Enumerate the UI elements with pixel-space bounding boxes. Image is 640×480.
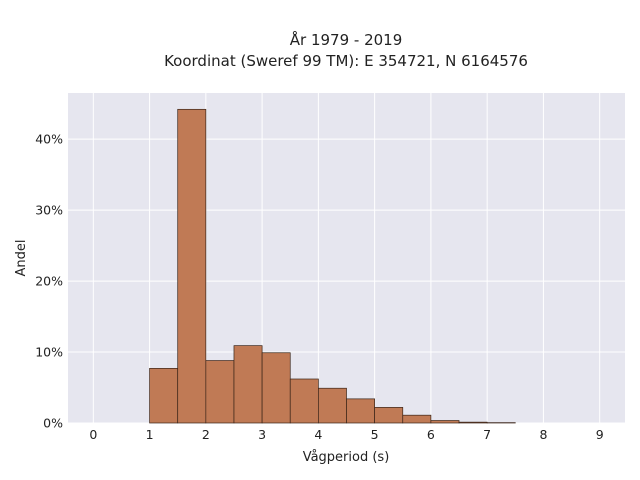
- x-tick-label-6: 6: [427, 427, 435, 442]
- chart-title: År 1979 - 2019: [290, 30, 403, 49]
- histogram-bar-1: [177, 108, 207, 424]
- histogram-bar-8: [374, 407, 404, 424]
- x-tick-label-9: 9: [596, 427, 604, 442]
- histogram-bar-5: [289, 378, 319, 424]
- x-tick-label-8: 8: [539, 427, 547, 442]
- y-tick-label-3: 30%: [35, 203, 63, 218]
- x-tick-label-5: 5: [371, 427, 379, 442]
- x-axis-label: Vågperiod (s): [303, 450, 390, 465]
- plot-area: [68, 93, 625, 423]
- x-tick-label-1: 1: [146, 427, 154, 442]
- bars: [149, 108, 516, 424]
- x-tick-label-2: 2: [202, 427, 210, 442]
- histogram-bar-4: [261, 352, 291, 424]
- y-axis-label: Andel: [14, 240, 29, 277]
- x-axis-ticks: 0 1 2 3 4 5 6 7 8 9: [89, 427, 603, 442]
- chart-subtitle: Koordinat (Sweref 99 TM): E 354721, N 61…: [164, 52, 528, 70]
- y-axis-ticks: 0% 10% 20% 30% 40%: [35, 132, 63, 431]
- y-tick-label-4: 40%: [35, 132, 63, 147]
- histogram-bar-2: [205, 360, 235, 424]
- x-tick-label-7: 7: [483, 427, 491, 442]
- histogram-bar-3: [233, 345, 263, 424]
- histogram-bar-0: [149, 368, 179, 424]
- histogram-bar-11: [458, 421, 488, 424]
- histogram-bar-10: [430, 420, 460, 424]
- y-tick-label-0: 0%: [43, 416, 63, 431]
- histogram-bar-9: [402, 414, 432, 424]
- y-tick-label-2: 20%: [35, 274, 63, 289]
- x-tick-label-4: 4: [314, 427, 322, 442]
- y-tick-label-1: 10%: [35, 345, 63, 360]
- histogram-bar-6: [318, 387, 347, 424]
- x-tick-label-0: 0: [89, 427, 97, 442]
- x-tick-label-3: 3: [258, 427, 266, 442]
- histogram-bar-7: [346, 398, 375, 424]
